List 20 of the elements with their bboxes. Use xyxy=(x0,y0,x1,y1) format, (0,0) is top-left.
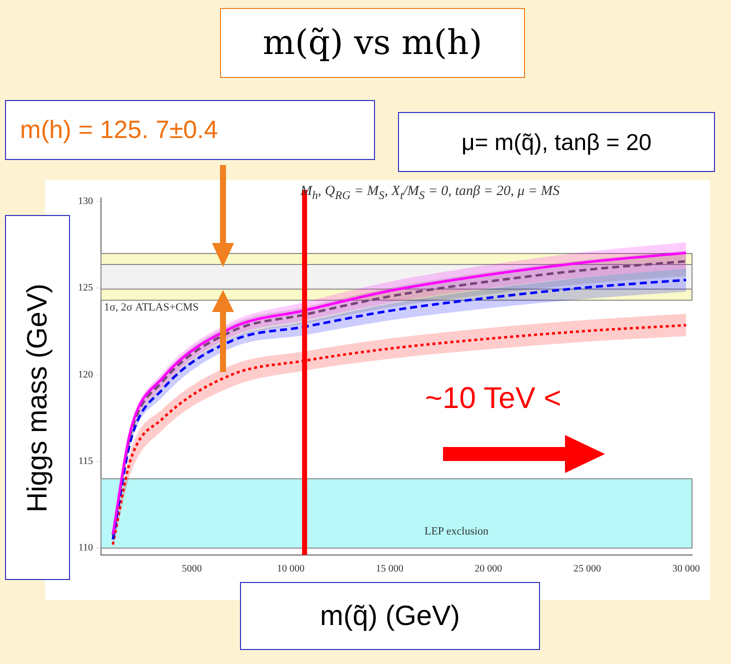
y-axis-title: Higgs mass (GeV) xyxy=(22,283,54,512)
text: M$_{h}$, Q$_{RG}$ = M$_{S}$, X$_{t}$/M$_{S}$ = 0, tanβ = 20, μ = MS xyxy=(300,184,560,202)
x-tick-label: 25 000 xyxy=(573,564,601,575)
y-tick-label: 130 xyxy=(78,196,93,208)
y-tick-label: 120 xyxy=(78,369,93,380)
annotation: ~10 TeV < xyxy=(425,382,562,416)
x-axis-title: m(q̃) (GeV) xyxy=(240,582,540,650)
band-label: 1σ, 2σ ATLAS+CMS xyxy=(104,302,199,314)
y-tick-label: 125 xyxy=(78,282,93,294)
x-tick-label: 15 000 xyxy=(376,564,404,575)
text: m(h) = 125. 7±0.4 xyxy=(5,100,375,160)
x-tick-label: 20 000 xyxy=(474,564,502,575)
x-tick-label: 30 000 xyxy=(672,564,700,575)
band-label: LEP exclusion xyxy=(424,525,490,538)
y-tick-label: 115 xyxy=(78,456,93,468)
y-tick-label: 110 xyxy=(78,542,93,554)
chart-title: m(q̃) vs m(h) xyxy=(220,8,525,78)
x-tick-label: 10 000 xyxy=(277,564,305,575)
x-tick-label: 5000 xyxy=(182,564,202,575)
chart-subtitle: μ= m(q̃), tanβ = 20 xyxy=(398,112,715,172)
